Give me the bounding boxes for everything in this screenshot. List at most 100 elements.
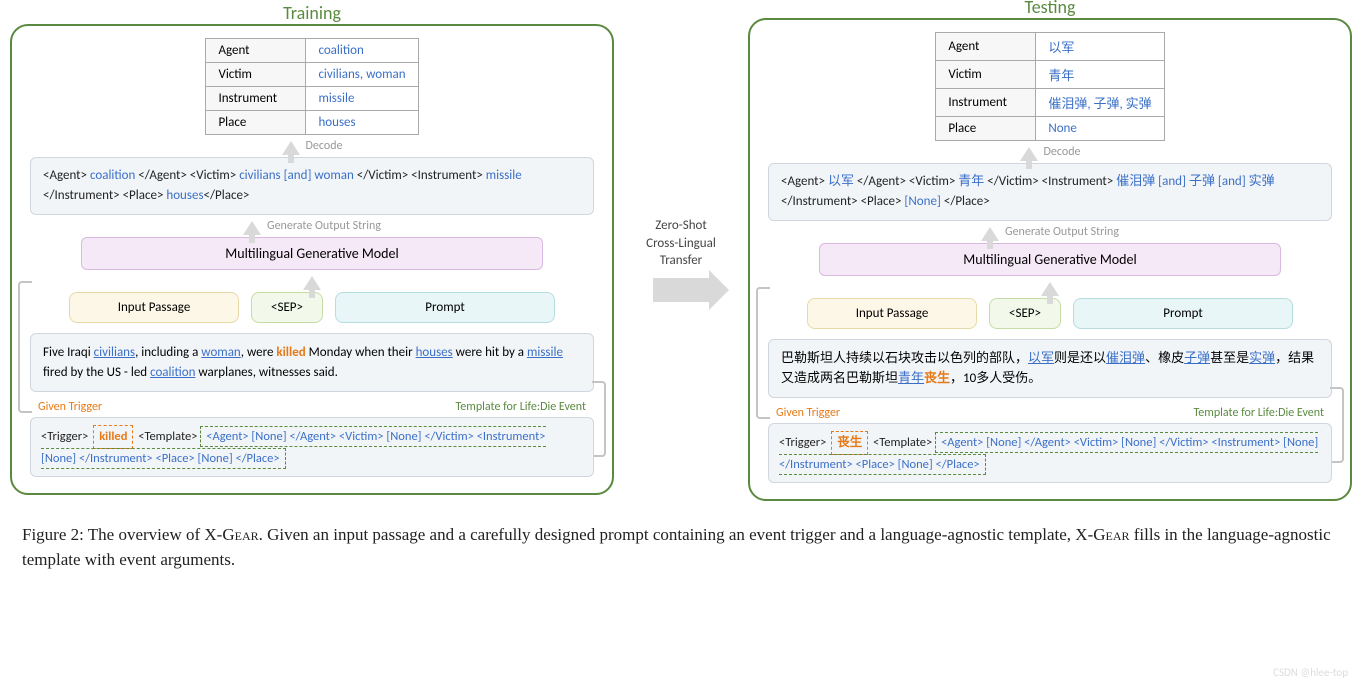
role-name: Place xyxy=(936,117,1036,141)
text-token: Five Iraqi xyxy=(43,345,94,360)
arrow-up-icon xyxy=(1020,147,1038,161)
entity-token: 青年 xyxy=(898,371,924,386)
testing-role-table: Agent以军Victim青年Instrument催泪弹, 子弹, 实弹Plac… xyxy=(935,32,1164,141)
arrow-up-icon xyxy=(282,141,300,155)
role-name: Victim xyxy=(936,61,1036,89)
input-arrow-row xyxy=(303,270,321,292)
input-arrow-row xyxy=(1041,276,1059,298)
text-token: , including a xyxy=(135,345,201,360)
value-token: 催泪弹 [and] 子弹 [and] 实弹 xyxy=(1116,174,1274,189)
trigger-word: 丧生 xyxy=(831,431,868,455)
arrow-up-icon xyxy=(1041,282,1059,296)
training-model-box: Multilingual Generative Model xyxy=(81,237,543,270)
entity-token: 实弹 xyxy=(1249,351,1275,366)
transfer-arrow-icon xyxy=(653,278,709,302)
tag-token: </Agent> <Victim> xyxy=(854,174,958,189)
entity-token: 以军 xyxy=(1028,351,1054,366)
value-token: houses xyxy=(166,188,203,203)
tag-token: </Instrument> <Place> xyxy=(781,194,904,209)
role-name: Place xyxy=(206,111,306,135)
text-token: fired by the US - led xyxy=(43,365,150,380)
entity-token: houses xyxy=(416,345,453,360)
role-value: houses xyxy=(306,111,418,135)
trigger-token: killed xyxy=(276,345,305,360)
tag-token: </Place> xyxy=(941,194,990,209)
role-name: Agent xyxy=(936,33,1036,61)
role-name: Instrument xyxy=(206,87,306,111)
role-value: 催泪弹, 子弹, 实弹 xyxy=(1036,89,1164,117)
template-label: Template for Life:Die Event xyxy=(456,400,586,414)
role-value: None xyxy=(1036,117,1164,141)
role-value: coalition xyxy=(306,39,418,63)
template-tag: <Template> xyxy=(138,429,197,444)
training-title: Training xyxy=(283,2,341,24)
decode-arrow-row: Decode xyxy=(1020,141,1081,163)
tag-token: </Victim> <Instrument> xyxy=(984,174,1116,189)
role-value: civilians, woman xyxy=(306,63,418,87)
training-output-string: <Agent> coalition </Agent> <Victim> civi… xyxy=(30,157,594,215)
entity-token: civilians xyxy=(94,345,135,360)
transfer-block: Zero-ShotCross-LingualTransfer xyxy=(626,217,736,302)
testing-title: Testing xyxy=(1025,0,1076,18)
role-value: missile xyxy=(306,87,418,111)
testing-panel: Testing Agent以军Victim青年Instrument催泪弹, 子弹… xyxy=(748,18,1352,501)
text-token: Monday when their xyxy=(306,345,416,360)
entity-token: missile xyxy=(527,345,563,360)
training-prompt-box: <Trigger> killed <Template> <Agent> [Non… xyxy=(30,417,594,477)
entity-token: 催泪弹 xyxy=(1106,351,1145,366)
decode-arrow-row: Decode xyxy=(282,135,343,157)
tag-token: <Agent> xyxy=(781,174,828,189)
value-token: [None] xyxy=(904,194,941,209)
entity-token: coalition xyxy=(150,365,195,380)
text-token: 、橡皮 xyxy=(1145,351,1184,366)
value-token: 以军 xyxy=(828,174,854,189)
text-token: were hit by a xyxy=(453,345,527,360)
testing-passage-text: 巴勒斯坦人持续以石块攻击以色列的部队，以军则是还以催泪弹、橡皮子弹甚至是实弹，结… xyxy=(768,339,1332,398)
value-token: missile xyxy=(486,168,522,183)
decode-label: Decode xyxy=(1044,145,1081,159)
diagram-container: Training AgentcoalitionVictimcivilians, … xyxy=(0,0,1362,505)
flow-arrow-left xyxy=(18,281,32,413)
arrow-up-icon xyxy=(243,221,261,235)
gen-label: Generate Output String xyxy=(1005,225,1119,239)
entity-token: woman xyxy=(201,345,240,360)
text-token: 巴勒斯坦人持续以石块攻击以色列的部队， xyxy=(781,351,1028,366)
prompt-pill: Prompt xyxy=(1073,298,1293,329)
input-passage-pill: Input Passage xyxy=(69,292,239,323)
role-value: 以军 xyxy=(1036,33,1164,61)
prompt-pill: Prompt xyxy=(335,292,555,323)
caption-text: . Given an input passage and a carefully… xyxy=(259,525,1094,544)
text-token: 甚至是 xyxy=(1210,351,1249,366)
input-passage-pill: Input Passage xyxy=(807,298,977,329)
gen-arrow-row: Generate Output String xyxy=(243,215,381,237)
text-token: warplanes, witnesses said. xyxy=(195,365,337,380)
arrow-up-icon xyxy=(981,227,999,241)
testing-prompt-box: <Trigger> 丧生 <Template> <Agent> [None] <… xyxy=(768,423,1332,483)
template-label: Template for Life:Die Event xyxy=(1194,406,1324,420)
gen-arrow-row: Generate Output String xyxy=(981,221,1119,243)
given-trigger-label: Given Trigger xyxy=(776,406,840,420)
testing-model-box: Multilingual Generative Model xyxy=(819,243,1281,276)
entity-token: 子弹 xyxy=(1184,351,1210,366)
value-token: 青年 xyxy=(958,174,984,189)
trigger-word: killed xyxy=(93,425,133,449)
text-token: ，10多人受伤。 xyxy=(950,371,1041,386)
tag-token: </Agent> <Victim> xyxy=(135,168,239,183)
decode-label: Decode xyxy=(306,139,343,153)
arrow-up-icon xyxy=(303,276,321,290)
trigger-tag: <Trigger> xyxy=(779,435,826,450)
text-token: , were xyxy=(241,345,277,360)
tag-token: </Place> xyxy=(204,188,250,203)
trigger-token: 丧生 xyxy=(924,371,950,386)
training-passage-text: Five Iraqi civilians, including a woman,… xyxy=(30,333,594,392)
tag-token: </Instrument> <Place> xyxy=(43,188,166,203)
role-value: 青年 xyxy=(1036,61,1164,89)
template-tag: <Template> xyxy=(873,435,932,450)
role-name: Instrument xyxy=(936,89,1036,117)
figure-caption: Figure 2: The overview of X-Gear. Given … xyxy=(0,505,1362,576)
flow-arrow-right xyxy=(592,381,606,457)
training-role-table: AgentcoalitionVictimcivilians, womanInst… xyxy=(205,38,418,135)
tag-token: <Agent> xyxy=(43,168,90,183)
testing-prompt-section: Given Trigger Template for Life:Die Even… xyxy=(768,406,1332,483)
flow-arrow-left xyxy=(756,287,770,419)
